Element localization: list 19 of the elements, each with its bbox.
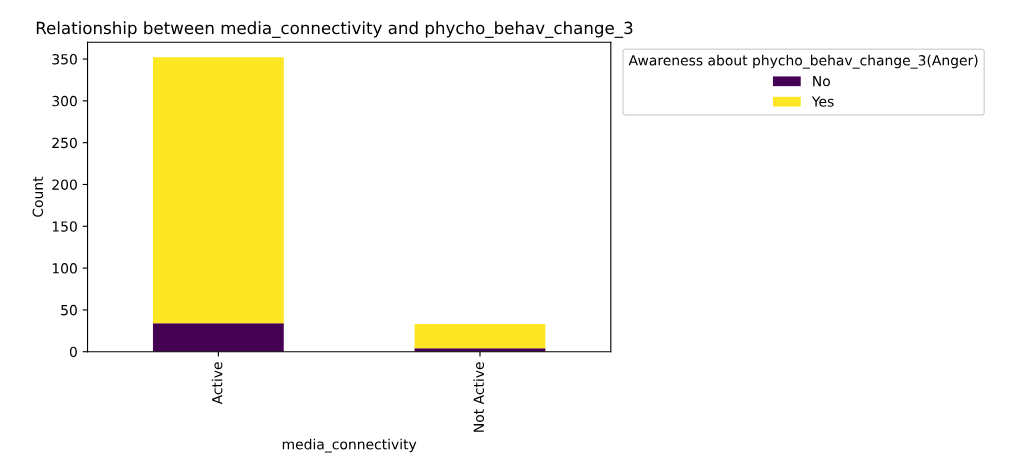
y-tick-label: 300 [52, 95, 77, 107]
y-tick-label: 250 [52, 137, 77, 149]
bar [152, 323, 284, 352]
x-tick-label: Not Active [473, 362, 485, 432]
bar [414, 324, 546, 349]
bar [152, 57, 284, 324]
x-axis-title: media_connectivity [282, 438, 417, 453]
chart-title: Relationship between media_connectivity and phycho_behav_change_3 [36, 21, 633, 38]
legend-label: No [813, 76, 830, 87]
y-tick-label: 200 [52, 179, 77, 190]
y-tick-label: 50 [61, 304, 77, 316]
legend-title: Awareness about phycho_behav_change_3(Anger) [628, 54, 978, 69]
y-tick-label: 100 [52, 263, 77, 274]
y-tick-label: 150 [52, 221, 77, 232]
y-tick-label: 0 [69, 346, 77, 358]
x-tick-label: Active [211, 362, 223, 405]
y-tick-label: 350 [52, 54, 77, 65]
y-axis-title: Count [32, 176, 44, 217]
legend-label: Yes [811, 96, 834, 107]
